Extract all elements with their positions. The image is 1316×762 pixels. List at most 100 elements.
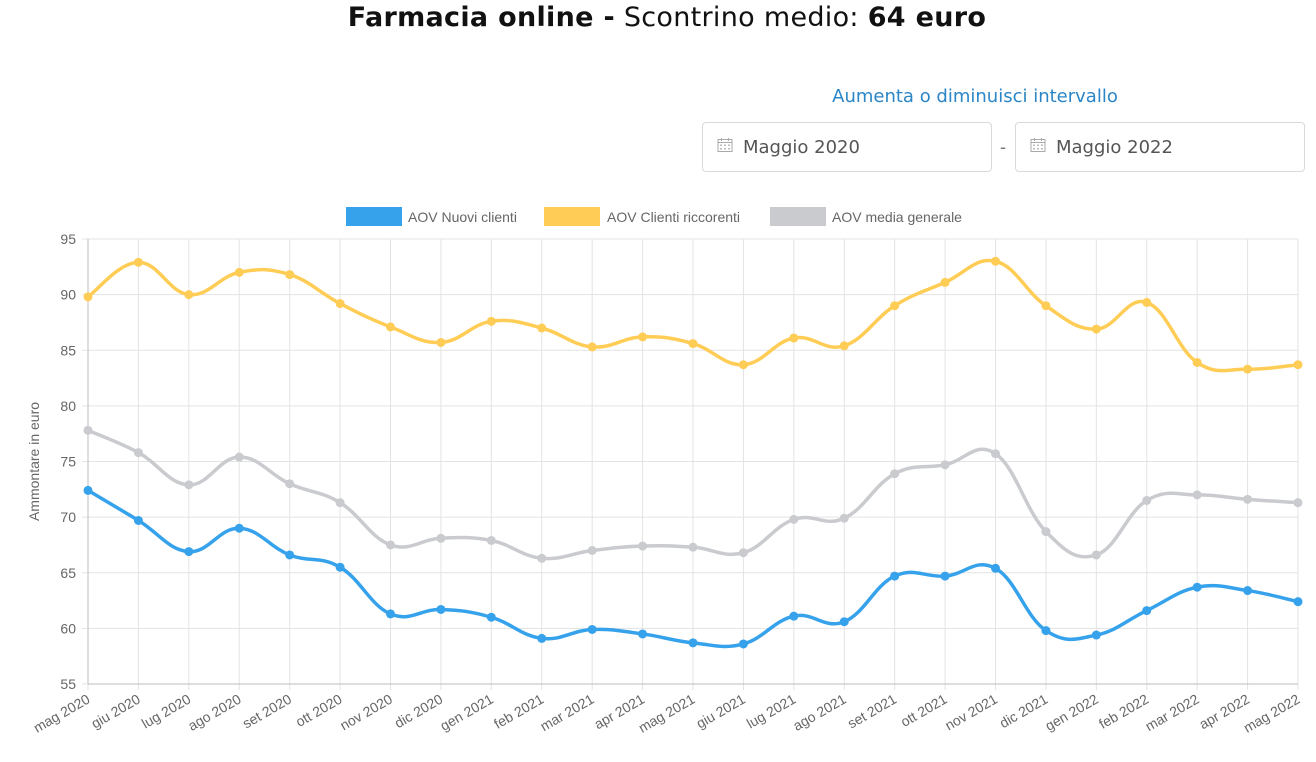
x-tick-label: feb 2021 xyxy=(491,691,546,732)
legend-item: AOV Nuovi clienti xyxy=(346,207,517,226)
data-point xyxy=(1243,364,1253,374)
data-point xyxy=(234,267,244,277)
end-date-picker[interactable]: Maggio 2022 xyxy=(1015,122,1305,172)
x-tick-label: mag 2022 xyxy=(1241,691,1303,736)
series-2 xyxy=(83,425,1303,563)
data-point xyxy=(1041,301,1051,311)
x-tick-label: dic 2021 xyxy=(997,691,1051,731)
calendar-icon xyxy=(1030,137,1046,158)
data-point xyxy=(1293,360,1303,370)
data-point xyxy=(991,256,1000,266)
x-tick-label: set 2020 xyxy=(240,691,295,732)
y-tick-label: 60 xyxy=(60,620,76,636)
y-axis-label: Ammontare in euro xyxy=(26,402,42,521)
data-point xyxy=(436,604,446,614)
data-point xyxy=(386,540,395,550)
data-point xyxy=(789,333,799,343)
data-point xyxy=(83,425,93,435)
legend-label: AOV Nuovi clienti xyxy=(408,209,517,225)
data-point xyxy=(638,332,648,342)
data-point xyxy=(486,316,496,326)
range-label: Aumenta o diminuisci intervallo xyxy=(832,86,1118,107)
data-point xyxy=(285,550,295,560)
data-point xyxy=(940,460,950,470)
data-point xyxy=(839,513,849,523)
data-point xyxy=(789,514,799,524)
title-store: Farmacia online - xyxy=(347,2,615,33)
legend-item: AOV Clienti riccorenti xyxy=(544,207,740,226)
data-point xyxy=(133,448,143,458)
data-point xyxy=(285,270,295,280)
legend-label: AOV media generale xyxy=(832,209,962,225)
data-point xyxy=(1192,490,1202,500)
data-point xyxy=(285,479,295,489)
data-point xyxy=(386,322,395,332)
data-point xyxy=(991,449,1000,459)
data-point xyxy=(890,469,900,479)
data-point xyxy=(537,553,547,563)
data-point xyxy=(1192,582,1202,592)
series-1 xyxy=(83,256,1303,374)
x-tick-label: mar 2022 xyxy=(1142,691,1201,735)
y-tick-label: 65 xyxy=(60,565,76,581)
x-tick-label: nov 2020 xyxy=(337,691,395,734)
x-tick-label: mag 2020 xyxy=(31,691,93,736)
data-point xyxy=(184,480,194,490)
x-tick-label: dic 2020 xyxy=(392,691,446,731)
data-point xyxy=(1041,626,1051,636)
data-point xyxy=(436,337,446,347)
legend-swatch xyxy=(770,207,826,226)
data-point xyxy=(1091,324,1101,334)
x-tick-label: ott 2020 xyxy=(293,691,345,730)
x-tick-label: giu 2021 xyxy=(693,691,748,732)
data-point xyxy=(1091,550,1101,560)
data-point xyxy=(587,342,597,352)
data-point xyxy=(638,541,648,551)
data-point xyxy=(1243,494,1253,504)
data-point xyxy=(587,546,597,555)
title-metric: Scontrino medio: xyxy=(614,2,868,33)
x-tick-label: gen 2022 xyxy=(1042,691,1101,734)
data-point xyxy=(1041,527,1051,537)
series-0 xyxy=(83,485,1303,649)
x-tick-label: gen 2021 xyxy=(437,691,496,734)
data-point xyxy=(386,609,395,619)
data-point xyxy=(688,542,698,552)
data-point xyxy=(486,535,496,545)
data-point xyxy=(1192,357,1202,367)
data-point xyxy=(184,290,194,300)
y-tick-label: 95 xyxy=(60,231,76,247)
data-point xyxy=(234,523,244,533)
data-point xyxy=(738,548,748,558)
range-separator: - xyxy=(1000,137,1006,157)
y-tick-label: 70 xyxy=(60,509,76,525)
data-point xyxy=(991,563,1000,573)
data-point xyxy=(1091,630,1101,640)
x-tick-label: feb 2022 xyxy=(1096,691,1151,732)
x-tick-label: lug 2021 xyxy=(744,691,799,732)
data-point xyxy=(1142,606,1152,616)
legend-swatch xyxy=(346,207,402,226)
data-point xyxy=(537,323,547,333)
legend-label: AOV Clienti riccorenti xyxy=(607,209,740,225)
data-point xyxy=(184,547,194,557)
data-point xyxy=(638,629,648,639)
data-point xyxy=(335,299,345,309)
data-point xyxy=(335,562,345,572)
end-date-value: Maggio 2022 xyxy=(1056,136,1173,158)
data-point xyxy=(890,301,900,311)
data-point xyxy=(789,611,799,621)
data-point xyxy=(839,617,849,627)
data-point xyxy=(738,639,748,649)
y-tick-label: 75 xyxy=(60,454,76,470)
x-tick-label: ott 2021 xyxy=(898,691,950,730)
x-tick-label: mag 2021 xyxy=(636,691,698,736)
x-tick-label: set 2021 xyxy=(845,691,900,732)
start-date-picker[interactable]: Maggio 2020 xyxy=(702,122,992,172)
y-tick-label: 55 xyxy=(60,676,76,692)
x-tick-label: giu 2020 xyxy=(88,691,143,732)
data-point xyxy=(83,485,93,495)
data-point xyxy=(688,339,698,349)
data-point xyxy=(83,292,93,302)
